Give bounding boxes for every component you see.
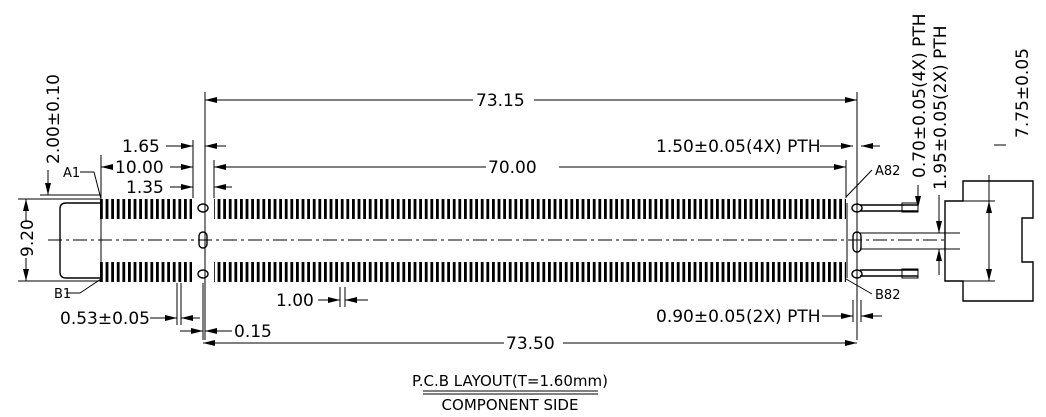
dim-73-15 — [204, 92, 858, 340]
pin-label-a1: A1 — [63, 166, 80, 181]
dim-label-1-95-pth: 1.95±0.05(2X) PTH — [931, 26, 951, 191]
dim-label-1-65: 1.65 — [122, 137, 160, 157]
dim-label-0-70-pth: 0.70±0.05(4X) PTH — [910, 14, 930, 179]
pad-row-b — [100, 262, 846, 282]
pin-label-b82: B82 — [875, 288, 900, 303]
key-holes-left — [197, 203, 209, 279]
dim-0-53 — [150, 283, 200, 325]
dim-label-0-53: 0.53±0.05 — [60, 309, 150, 329]
pin-label-b1: B1 — [54, 287, 71, 302]
dim-label-0-90-pth: 0.90±0.05(2X) PTH — [656, 307, 821, 327]
dim-label-9-20: 9.20 — [18, 219, 38, 257]
dim-0-90-pth — [822, 300, 882, 322]
dim-label-7-75: 7.75±0.05 — [1013, 48, 1033, 138]
dim-0-15 — [180, 283, 232, 340]
pad-row-a — [100, 199, 846, 219]
dim-left-offsets — [100, 140, 232, 198]
dim-73-50 — [203, 340, 857, 346]
pin-label-a82: A82 — [875, 164, 900, 179]
dim-1-50-pth — [820, 143, 880, 149]
dim-label-73-15: 73.15 — [476, 91, 525, 111]
dim-label-1-35: 1.35 — [126, 178, 164, 198]
dim-label-10-00: 10.00 — [115, 158, 164, 178]
dim-label-0-15: 0.15 — [234, 322, 272, 342]
dim-label-1-00: 1.00 — [276, 291, 314, 311]
connector-side-view — [860, 180, 1034, 302]
dim-label-2-00: 2.00±0.10 — [44, 74, 64, 164]
dim-2-00 — [40, 170, 100, 196]
dim-label-73-50: 73.50 — [506, 334, 555, 354]
caption-subtitle: COMPONENT SIDE — [442, 396, 579, 414]
dim-1-00 — [318, 287, 368, 307]
dim-9-20 — [18, 198, 100, 282]
dim-70-00 — [213, 160, 847, 198]
caption: P.C.B LAYOUT(T=1.60mm) COMPONENT SIDE — [412, 372, 608, 414]
dim-right-verticals — [915, 144, 1006, 282]
dim-label-1-50-pth: 1.50±0.05(4X) PTH — [656, 137, 821, 157]
caption-title: P.C.B LAYOUT(T=1.60mm) — [412, 372, 608, 390]
dim-label-70-00: 70.00 — [488, 158, 537, 178]
